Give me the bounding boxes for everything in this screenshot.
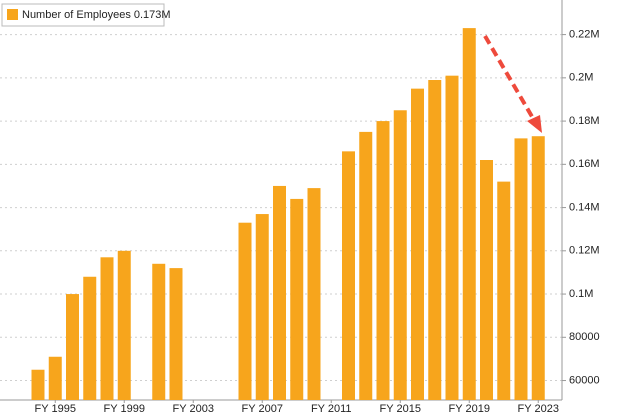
bar — [273, 185, 286, 400]
bar — [290, 198, 304, 400]
bar — [307, 188, 321, 400]
y-tick-label: 60000 — [569, 374, 600, 386]
legend-box — [1, 3, 165, 27]
y-tick-label: 0.14M — [569, 201, 600, 213]
x-tick-label: FY 2007 — [242, 403, 283, 415]
x-tick-label: FY 2019 — [449, 403, 490, 415]
bar — [411, 88, 424, 400]
bar — [238, 222, 252, 400]
x-tick-label: FY 1995 — [35, 403, 76, 415]
bar — [152, 263, 166, 400]
y-tick-label: 0.16M — [569, 158, 600, 170]
bar — [66, 294, 79, 400]
bar — [83, 276, 97, 400]
x-tick-label: FY 2023 — [518, 403, 559, 415]
bar — [445, 75, 459, 401]
y-tick-label: 0.12M — [569, 245, 600, 257]
bar — [31, 369, 45, 400]
bar — [480, 160, 493, 400]
bar — [376, 121, 390, 400]
bar — [169, 268, 183, 400]
legend-swatch — [7, 9, 18, 20]
y-tick-label: 0.1M — [569, 288, 593, 300]
legend-label: Number of Employees 0.173M — [22, 9, 171, 21]
bar — [497, 181, 511, 400]
y-tick-label: 80000 — [569, 331, 600, 343]
legend: Number of Employees 0.173M — [1, 3, 171, 27]
bar — [428, 80, 442, 400]
arrow — [483, 34, 542, 133]
x-tick-label: FY 2015 — [380, 403, 421, 415]
bar — [514, 138, 528, 401]
bar — [342, 151, 355, 400]
y-tick-label: 0.18M — [569, 115, 600, 127]
y-tick-label: 0.2M — [569, 72, 593, 84]
bar — [359, 131, 373, 400]
x-tick-label: FY 2003 — [173, 403, 214, 415]
bar — [255, 214, 269, 400]
bar — [393, 110, 407, 401]
bar — [48, 356, 62, 400]
bar — [531, 136, 545, 400]
x-tick-label: FY 1999 — [104, 403, 145, 415]
x-tick-label: FY 2011 — [311, 403, 352, 415]
y-tick-label: 0.22M — [569, 29, 600, 41]
bar — [117, 250, 131, 400]
bar — [462, 28, 476, 401]
bar — [100, 257, 114, 400]
